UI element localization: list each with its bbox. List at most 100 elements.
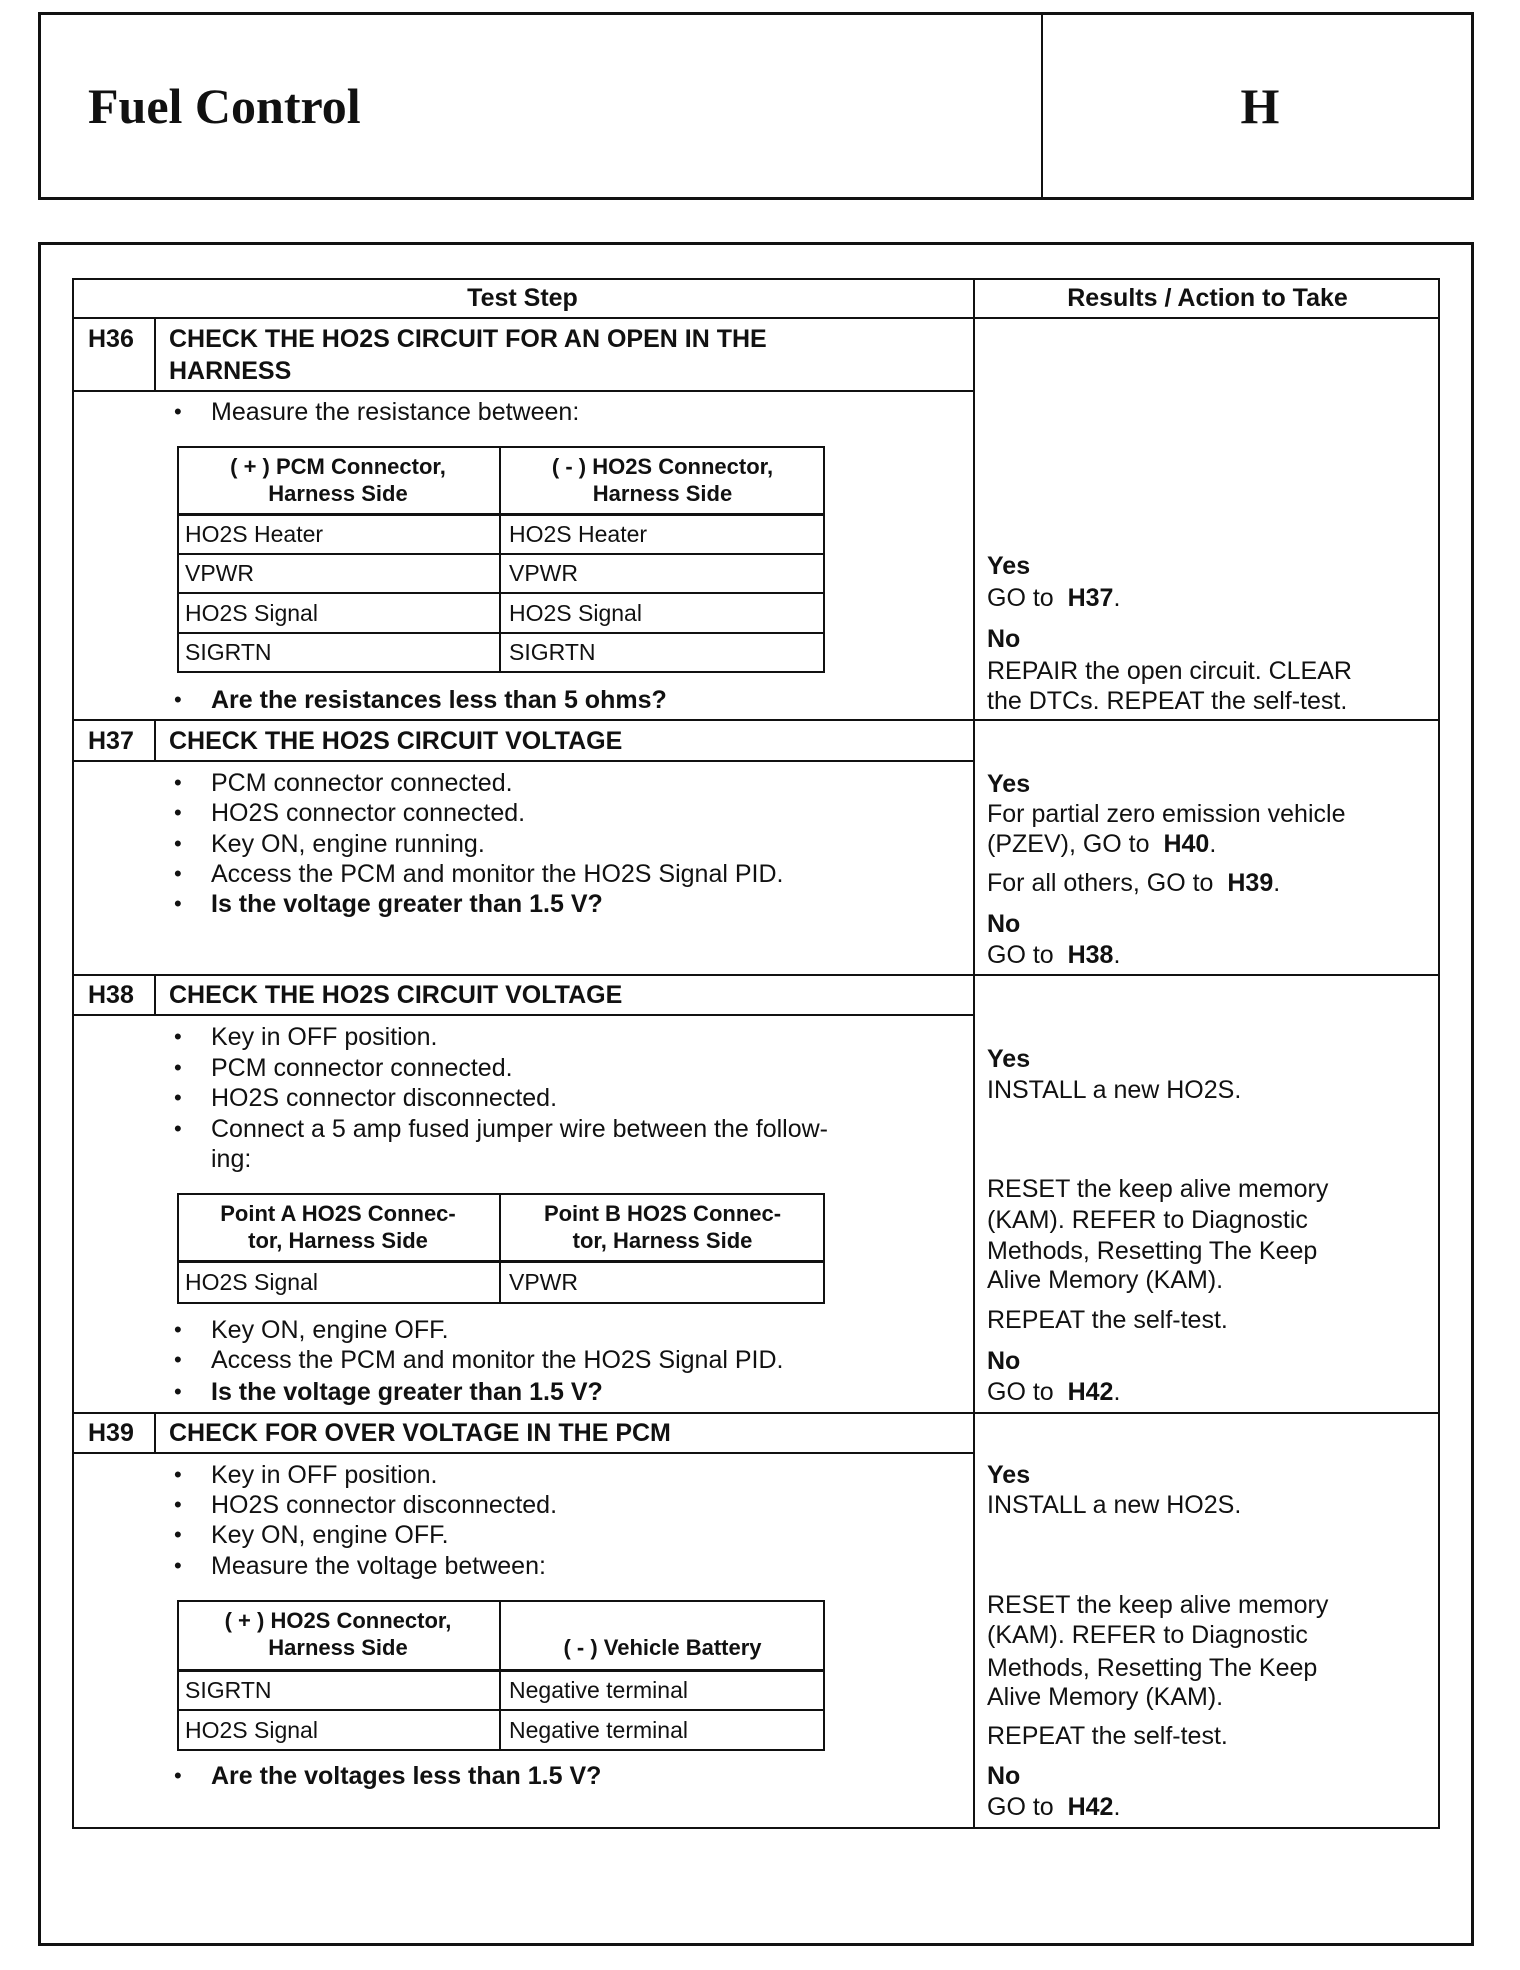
instruction: Connect a 5 amp fused jumper wire betwee… <box>211 1115 828 1143</box>
cell-line <box>177 1669 825 1672</box>
result-reset: (KAM). REFER to Diagnostic <box>987 1206 1308 1234</box>
table-cell: Negative terminal <box>509 1717 688 1743</box>
table-cell: SIGRTN <box>185 639 272 665</box>
table-cell: VPWR <box>185 560 254 586</box>
bullet-icon: • <box>174 770 182 795</box>
table-cell: SIGRTN <box>185 1677 272 1703</box>
step-link[interactable]: H38 <box>1067 941 1114 969</box>
bullet-icon: • <box>174 687 182 712</box>
instruction: ing: <box>211 1145 252 1173</box>
instruction: HO2S connector connected. <box>211 799 526 827</box>
result-yes-action: INSTALL a new HO2S. <box>987 1491 1242 1519</box>
header-line: tor, Harness Side <box>248 1228 428 1253</box>
header-line: Point B HO2S Connec- <box>543 1201 782 1226</box>
bullet-icon: • <box>174 861 182 886</box>
result-repeat: REPEAT the self-test. <box>987 1722 1228 1750</box>
table-cell: HO2S Signal <box>185 1717 318 1743</box>
table-cell: HO2S Heater <box>509 521 648 547</box>
bullet-icon: • <box>174 1379 182 1404</box>
bullet-icon: • <box>174 1085 182 1110</box>
step-title: HARNESS <box>169 357 292 385</box>
step-title: CHECK THE HO2S CIRCUIT FOR AN OPEN IN TH… <box>169 325 767 353</box>
result-no-action: GO to H38. <box>987 941 1121 969</box>
step-link[interactable]: H37 <box>1067 584 1114 612</box>
result-reset: Alive Memory (KAM). <box>987 1683 1224 1711</box>
result-yes-action: (PZEV), GO to H40. <box>987 830 1217 858</box>
table-header: ( - ) HO2S Connector, Harness Side <box>500 453 825 507</box>
result-no: No <box>987 1762 1021 1790</box>
table-header: Point B HO2S Connec-tor, Harness Side <box>500 1200 825 1254</box>
instruction: Access the PCM and monitor the HO2S Sign… <box>211 1346 784 1374</box>
section-letter: H <box>1240 78 1280 134</box>
result-no-action: GO to H42. <box>987 1378 1121 1406</box>
instruction: Measure the voltage between: <box>211 1552 546 1580</box>
table-cell: VPWR <box>509 560 578 586</box>
result-no: No <box>987 910 1021 938</box>
result-yes-action: INSTALL a new HO2S. <box>987 1076 1242 1104</box>
bullet-icon: • <box>174 1055 182 1080</box>
step-id: H38 <box>88 981 134 1009</box>
instruction: Key in OFF position. <box>211 1023 438 1051</box>
question: Are the resistances less than 5 ohms? <box>211 686 667 714</box>
bullet-icon: • <box>174 1116 182 1141</box>
column-header-test-step: Test Step <box>467 284 578 312</box>
result-reset: RESET the keep alive memory <box>987 1175 1329 1203</box>
result-no-action: GO to H42. <box>987 1793 1121 1821</box>
header-box <box>38 12 1474 200</box>
bullet-icon: • <box>174 1763 182 1788</box>
table-cell: HO2S Signal <box>185 1269 318 1295</box>
cell-line <box>177 632 825 634</box>
step-link[interactable]: H39 <box>1227 869 1274 897</box>
connector-table <box>177 446 825 673</box>
result-yes: Yes <box>987 770 1031 798</box>
row-line <box>72 719 1440 721</box>
action-text: GO to <box>987 941 1054 969</box>
instruction: Measure the resistance between: <box>211 398 580 426</box>
table-header: ( + ) PCM Connector, Harness Side <box>177 453 499 507</box>
column-header-results: Results / Action to Take <box>1067 284 1348 312</box>
bullet-icon: • <box>174 1462 182 1487</box>
bullet-icon: • <box>174 891 182 916</box>
step-link[interactable]: H42 <box>1067 1378 1114 1406</box>
bullet-icon: • <box>174 1347 182 1372</box>
action-text: For all others, GO to <box>987 869 1214 897</box>
step-title: CHECK THE HO2S CIRCUIT VOLTAGE <box>169 981 623 1009</box>
instruction: PCM connector connected. <box>211 1054 513 1082</box>
result-yes-action: GO to H37. <box>987 584 1121 612</box>
result-yes: Yes <box>987 552 1031 580</box>
question: Is the voltage greater than 1.5 V? <box>211 890 603 918</box>
bullet-icon: • <box>174 399 182 424</box>
header-row-line <box>72 317 1440 319</box>
row-line <box>72 1412 1440 1414</box>
row-line <box>72 1452 975 1454</box>
bullet-icon: • <box>174 831 182 856</box>
header-line: Harness Side <box>268 481 408 506</box>
cell-divider <box>499 446 501 673</box>
bullet-icon: • <box>174 1553 182 1578</box>
table-cell: Negative terminal <box>509 1677 688 1703</box>
row-line <box>72 1014 975 1016</box>
diagnostic-table <box>72 278 1440 1829</box>
action-text: GO to <box>987 584 1054 612</box>
step-link[interactable]: H42 <box>1067 1793 1114 1821</box>
cell-line <box>177 553 825 555</box>
result-yes: Yes <box>987 1045 1031 1073</box>
bullet-icon: • <box>174 1317 182 1342</box>
cell-line <box>177 1709 825 1711</box>
table-header: ( - ) Vehicle Battery <box>500 1634 825 1661</box>
cell-line <box>177 1260 825 1263</box>
header-line: tor, Harness Side <box>572 1228 753 1253</box>
header-divider <box>1041 12 1043 200</box>
row-line <box>72 760 975 762</box>
step-link[interactable]: H40 <box>1163 830 1210 858</box>
action-text: GO to <box>987 1793 1054 1821</box>
instruction: Key ON, engine OFF. <box>211 1316 449 1344</box>
cell-line <box>177 513 825 516</box>
table-cell: HO2S Signal <box>185 600 318 626</box>
page-title: Fuel Control <box>88 78 361 134</box>
header-line: ( - ) Vehicle Battery <box>563 1635 762 1660</box>
bullet-icon: • <box>174 1522 182 1547</box>
action-text: (PZEV), GO to <box>987 830 1150 858</box>
result-yes-action: For partial zero emission vehicle <box>987 800 1346 828</box>
result-no: No <box>987 1347 1021 1375</box>
